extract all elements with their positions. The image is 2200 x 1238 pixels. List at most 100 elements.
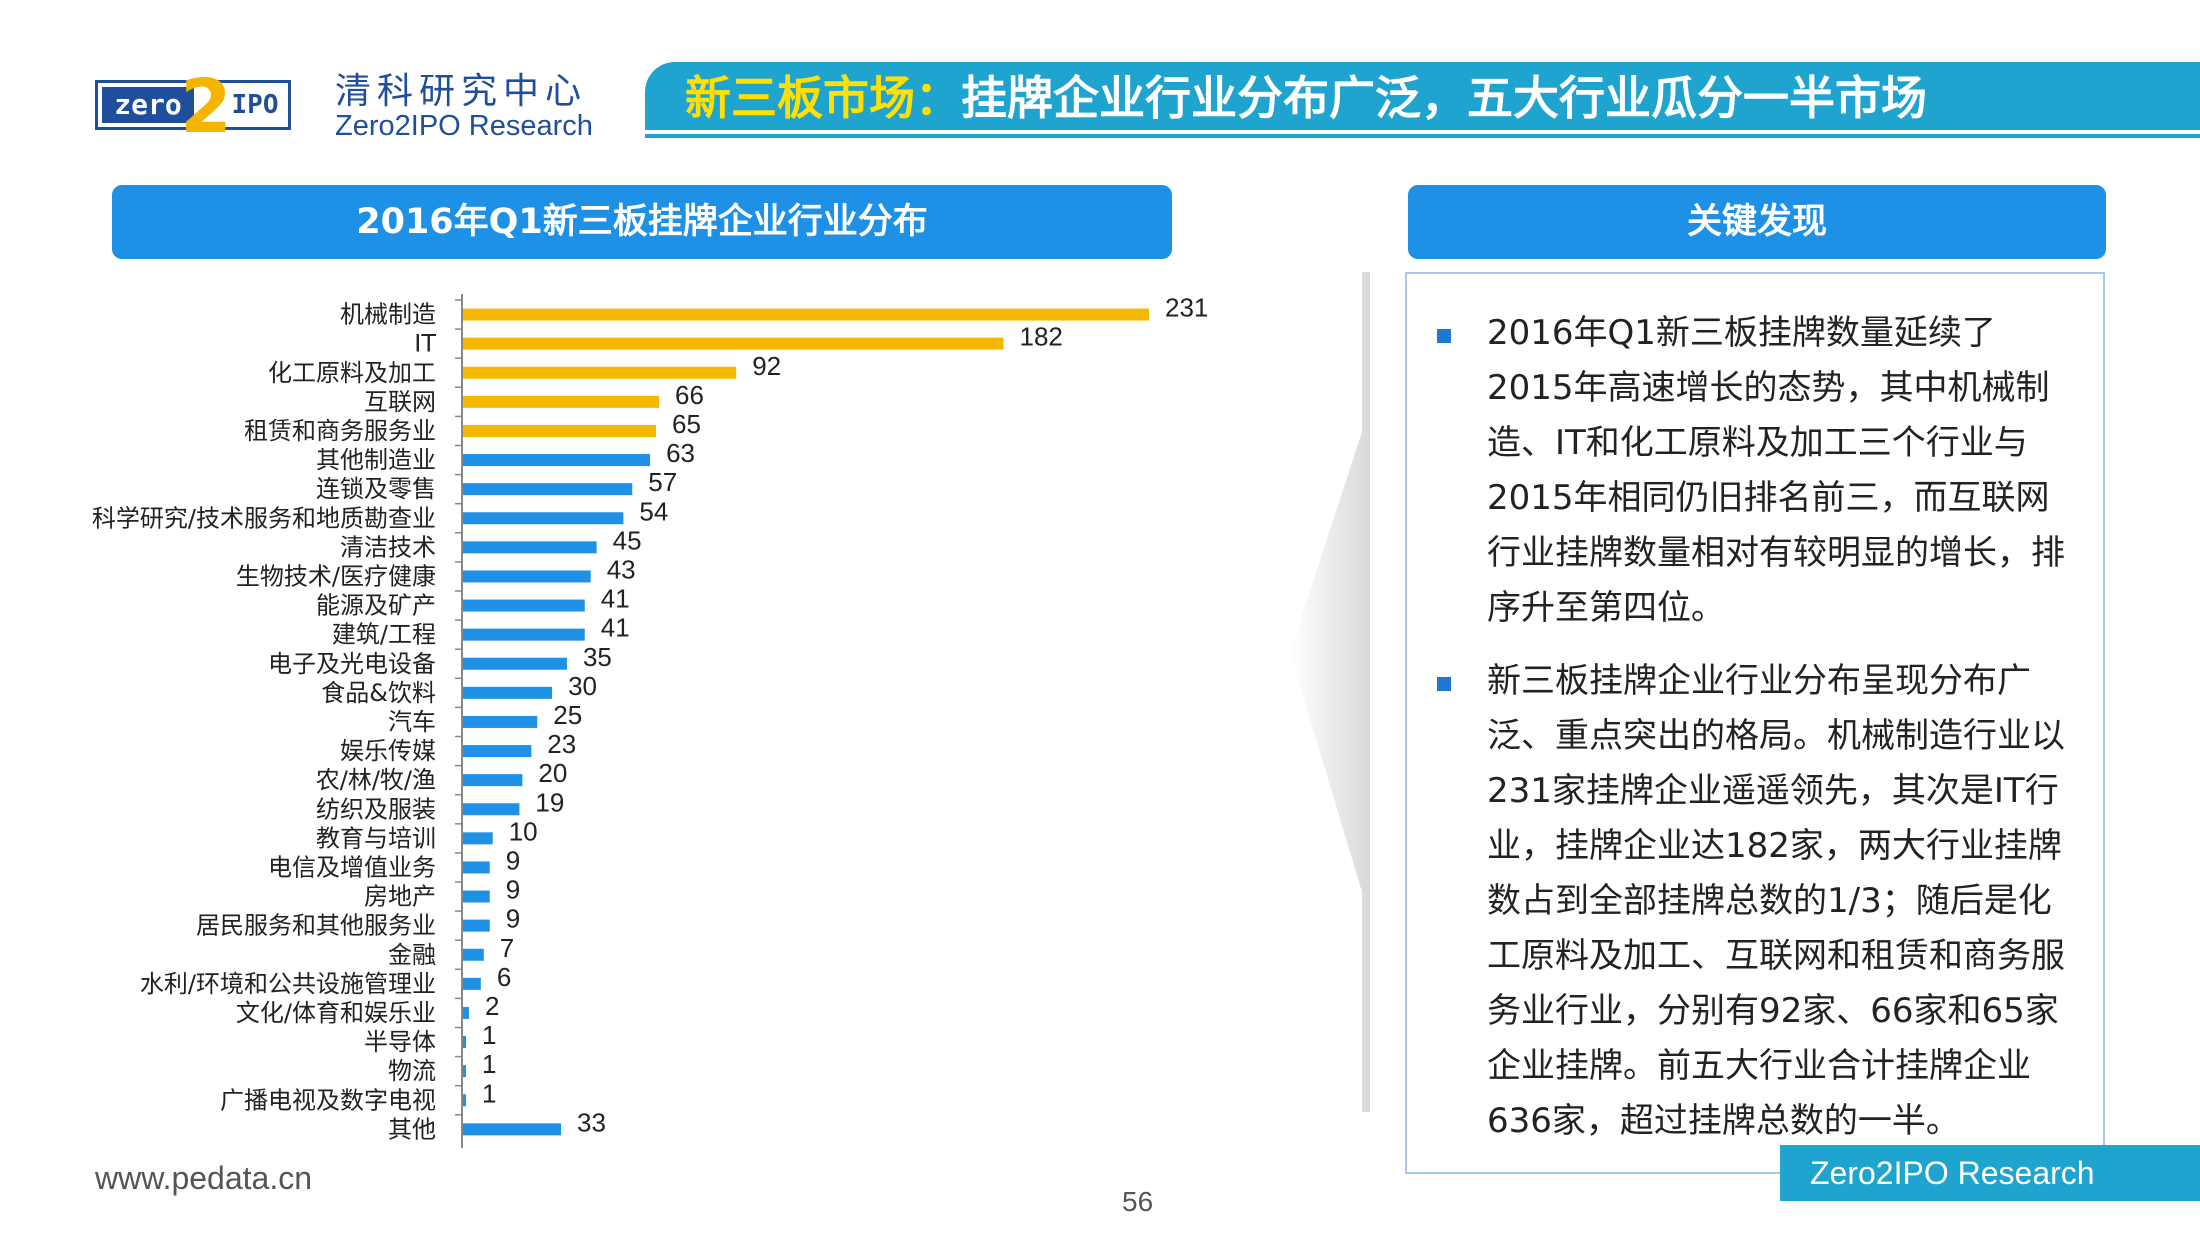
bar: [463, 1123, 561, 1136]
logo-zero-text: zero: [102, 87, 194, 123]
value-label: 66: [675, 380, 704, 410]
finding-text-2: 新三板挂牌企业行业分布呈现分布广泛、重点突出的格局。机械制造行业以231家挂牌企…: [1487, 661, 2065, 1141]
bar: [463, 1006, 469, 1019]
value-label: 10: [509, 816, 538, 846]
bar: [463, 774, 523, 787]
value-label: 23: [547, 729, 576, 759]
category-label: 电子及光电设备: [268, 650, 436, 678]
footer-url[interactable]: www.pedata.cn: [95, 1160, 313, 1196]
category-label: 其他: [388, 1115, 436, 1143]
value-label: 57: [648, 467, 677, 497]
page-number: 56: [1122, 1186, 1154, 1217]
callout-pointer: [1290, 272, 1370, 1112]
bar: [463, 628, 585, 641]
value-label: 9: [506, 904, 520, 934]
value-label: 20: [538, 758, 567, 788]
value-label: 43: [607, 554, 636, 584]
value-label: 30: [568, 671, 597, 701]
category-label: 纺织及服装: [316, 795, 436, 823]
category-label: IT: [414, 330, 436, 358]
category-label: 其他制造业: [316, 446, 436, 474]
value-label: 25: [553, 700, 582, 730]
category-label: 建筑/工程: [332, 621, 436, 649]
value-label: 1: [482, 1049, 496, 1079]
bar: [463, 454, 651, 467]
category-label: 能源及矿产: [316, 592, 436, 620]
category-label: 连锁及零售: [316, 475, 436, 503]
value-label: 182: [1019, 322, 1062, 352]
brand-name-en: Zero2IPO Research: [335, 110, 593, 142]
category-label: 租赁和商务服务业: [244, 417, 436, 445]
category-label: 机械制造: [340, 301, 436, 329]
value-label: 54: [639, 496, 668, 526]
bar: [463, 890, 490, 903]
value-label: 9: [506, 845, 520, 875]
chart-section-heading: 2016年Q1新三板挂牌企业行业分布: [112, 185, 1172, 259]
bar: [463, 337, 1004, 350]
value-label: 45: [613, 525, 642, 555]
title-underline: [645, 134, 2200, 138]
finding-bullet-1: 2016年Q1新三板挂牌数量延续了2015年高速增长的态势，其中机械制造、IT和…: [1429, 306, 2069, 636]
value-label: 33: [577, 1107, 606, 1137]
value-label: 6: [497, 962, 511, 992]
bar: [463, 1094, 466, 1107]
value-label: 65: [672, 409, 701, 439]
category-label: 娱乐传媒: [340, 737, 436, 765]
bar: [463, 599, 585, 612]
watermark-banner: Zero2IPO Research: [1780, 1145, 2200, 1201]
bar: [463, 919, 490, 932]
value-label: 35: [583, 642, 612, 672]
bar: [463, 832, 493, 845]
bullet-square-icon: [1437, 677, 1451, 691]
bar: [463, 308, 1149, 321]
category-label: 科学研究/技术服务和地质勘查业: [92, 504, 436, 532]
bar: [463, 570, 591, 583]
bar: [463, 657, 567, 670]
value-label: 9: [506, 875, 520, 905]
category-label: 清洁技术: [340, 533, 436, 561]
bar: [463, 541, 597, 554]
category-label: 广播电视及数字电视: [220, 1086, 436, 1114]
value-label: 7: [500, 933, 514, 963]
zero2ipo-logo: zero 2 IPO: [95, 67, 291, 147]
bar: [463, 483, 633, 496]
bar: [463, 424, 657, 437]
bar: [463, 1065, 466, 1078]
bar: [463, 745, 532, 758]
bar: [463, 512, 624, 525]
value-label: 1: [482, 1020, 496, 1050]
bar: [463, 395, 659, 408]
bar: [463, 977, 481, 990]
category-label: 生物技术/医疗健康: [236, 562, 436, 590]
category-label: 电信及增值业务: [268, 853, 436, 881]
value-label: 63: [666, 438, 695, 468]
category-label: 化工原料及加工: [268, 359, 436, 387]
category-label: 物流: [388, 1057, 436, 1085]
bar: [463, 366, 737, 379]
page-title: 新三板市场：挂牌企业行业分布广泛，五大行业瓜分一半市场: [685, 70, 1927, 126]
category-label: 房地产: [364, 883, 436, 911]
category-label: 金融: [388, 941, 436, 969]
bar: [463, 1036, 466, 1049]
finding-text-1: 2016年Q1新三板挂牌数量延续了2015年高速增长的态势，其中机械制造、IT和…: [1487, 313, 2065, 628]
category-label: 居民服务和其他服务业: [196, 912, 436, 940]
value-label: 2: [485, 991, 499, 1021]
industry-bar-chart: 机械制造 23 1 IT 182 化工原料及加工 9 2 互联网 66 租赁和商务服务业 65 其他制造…: [92, 293, 1208, 1148]
title-bar: [645, 62, 2200, 130]
category-label: 互联网: [364, 388, 436, 416]
logo-ipo-text: IPO: [231, 90, 279, 120]
findings-section-heading: 关键发现: [1408, 185, 2106, 259]
category-label: 农/林/牧/渔: [316, 766, 436, 794]
value-label: 41: [601, 584, 630, 614]
category-label: 食品&饮料: [321, 679, 436, 707]
page-title-rest: 挂牌企业行业分布广泛，五大行业瓜分一半市场: [961, 71, 1927, 125]
bullet-square-icon: [1437, 329, 1451, 343]
finding-bullet-2: 新三板挂牌企业行业分布呈现分布广泛、重点突出的格局。机械制造行业以231家挂牌企…: [1429, 654, 2069, 1149]
category-label: 半导体: [364, 1028, 436, 1056]
bar: [463, 948, 484, 961]
brand-name-cn: 清科研究中心: [335, 71, 588, 112]
bar: [463, 861, 490, 874]
findings-box: 2016年Q1新三板挂牌数量延续了2015年高速增长的态势，其中机械制造、IT和…: [1405, 272, 2105, 1174]
value-label: 1: [482, 1078, 496, 1108]
bar: [463, 686, 553, 699]
